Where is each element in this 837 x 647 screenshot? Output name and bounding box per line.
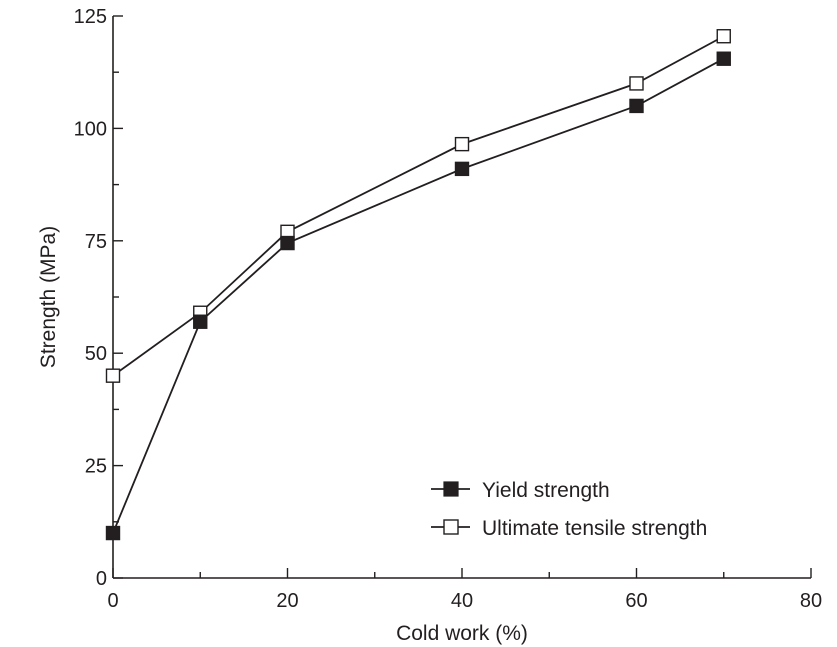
legend-label-yield: Yield strength (482, 479, 610, 502)
data-point-ultimate-tensile-strength (105, 368, 121, 383)
data-point-yield-strength (193, 314, 208, 329)
x-tick-label: 0 (107, 590, 118, 612)
legend-marker-open-square (443, 519, 459, 535)
series-line-yield-strength (112, 57, 725, 534)
series-ultimate-tensile-strength (105, 29, 731, 383)
data-point-ultimate-tensile-strength (629, 76, 644, 91)
legend: Yield strength Ultimate tensile strength (431, 479, 707, 540)
y-tick-label: 100 (74, 118, 107, 140)
data-point-yield-strength (280, 235, 295, 251)
legend-item-ultimate-tensile-strength: Ultimate tensile strength (431, 517, 707, 540)
data-point-yield-strength (629, 98, 644, 114)
y-axis-title: Strength (MPa) (37, 226, 60, 368)
data-point-ultimate-tensile-strength (716, 29, 731, 44)
y-tick-label: 125 (74, 6, 107, 28)
legend-label-uts: Ultimate tensile strength (482, 517, 707, 540)
x-tick-label: 40 (451, 590, 473, 612)
x-tick-label: 60 (625, 590, 647, 612)
y-tick-label: 75 (85, 231, 107, 253)
y-tick-label: 0 (96, 568, 107, 590)
series-layer (105, 29, 731, 541)
data-point-yield-strength (716, 51, 731, 66)
x-tick-label: 80 (800, 590, 822, 612)
legend-marker-filled-square (443, 481, 459, 497)
series-line-ultimate-tensile-strength (112, 35, 725, 377)
x-tick-label: 20 (276, 590, 298, 612)
data-point-yield-strength (454, 161, 470, 177)
series-yield-strength (105, 51, 731, 541)
legend-item-yield-strength: Yield strength (431, 479, 610, 502)
data-point-ultimate-tensile-strength (454, 136, 470, 152)
y-tick-label: 25 (85, 456, 107, 478)
axes: 0 20 40 60 80 0 25 50 75 100 125 (74, 6, 823, 612)
x-ticks: 0 20 40 60 80 (107, 568, 822, 612)
y-ticks: 0 25 50 75 100 125 (74, 6, 123, 590)
data-point-yield-strength (105, 525, 121, 541)
y-tick-label: 50 (85, 343, 107, 365)
x-axis-title: Cold work (%) (396, 622, 528, 645)
